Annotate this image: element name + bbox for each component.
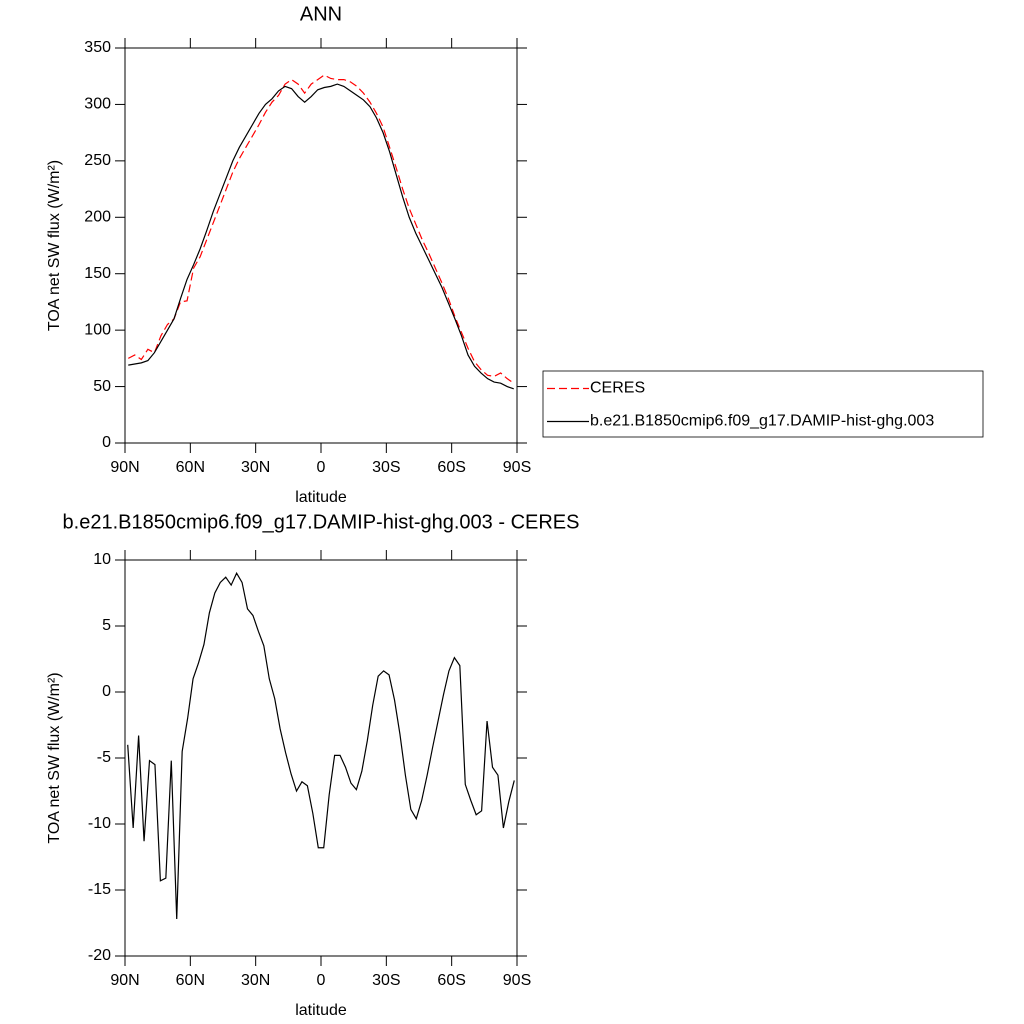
x-tick-label: 30N xyxy=(241,972,270,989)
y-tick-label: -15 xyxy=(88,881,111,898)
y-tick-label: -5 xyxy=(97,749,111,766)
chart-title: b.e21.B1850cmip6.f09_g17.DAMIP-hist-ghg.… xyxy=(63,511,580,533)
y-tick-label: 0 xyxy=(102,683,111,700)
x-tick-label: 30N xyxy=(241,459,270,476)
y-tick-label: 0 xyxy=(102,434,111,451)
y-axis-label: TOA net SW flux (W/m²) xyxy=(46,160,63,331)
y-tick-label: 150 xyxy=(84,265,111,282)
x-tick-label: 30S xyxy=(372,459,400,476)
y-tick-label: 300 xyxy=(84,96,111,113)
x-tick-label: 60N xyxy=(176,459,205,476)
x-tick-label: 30S xyxy=(372,972,400,989)
plot-frame xyxy=(124,559,518,957)
chart-title: ANN xyxy=(300,3,342,25)
legend-label: CERES xyxy=(590,380,645,397)
data-line xyxy=(127,74,515,384)
legend-label: b.e21.B1850cmip6.f09_g17.DAMIP-hist-ghg.… xyxy=(590,413,934,430)
x-tick-label: 90S xyxy=(503,459,531,476)
x-tick-label: 60S xyxy=(437,972,465,989)
y-tick-label: 50 xyxy=(93,378,111,395)
y-tick-label: -10 xyxy=(88,815,111,832)
x-axis-label: latitude xyxy=(295,1002,347,1019)
x-tick-label: 90S xyxy=(503,972,531,989)
y-axis-label: TOA net SW flux (W/m²) xyxy=(46,672,63,843)
y-tick-label: 10 xyxy=(93,551,111,568)
legend-box xyxy=(542,370,984,438)
x-tick-label: 60S xyxy=(437,459,465,476)
plot-frame xyxy=(124,47,518,444)
x-tick-label: 90N xyxy=(110,972,139,989)
x-axis-label: latitude xyxy=(295,489,347,506)
y-tick-label: 200 xyxy=(84,209,111,226)
x-tick-label: 90N xyxy=(110,459,139,476)
x-tick-label: 0 xyxy=(317,972,326,989)
y-tick-label: 5 xyxy=(102,617,111,634)
x-tick-label: 60N xyxy=(176,972,205,989)
data-line xyxy=(127,571,515,920)
data-line xyxy=(128,83,514,390)
y-tick-label: 350 xyxy=(84,39,111,56)
y-tick-label: 100 xyxy=(84,321,111,338)
x-tick-label: 0 xyxy=(317,459,326,476)
y-tick-label: -20 xyxy=(88,947,111,964)
y-tick-label: 250 xyxy=(84,152,111,169)
